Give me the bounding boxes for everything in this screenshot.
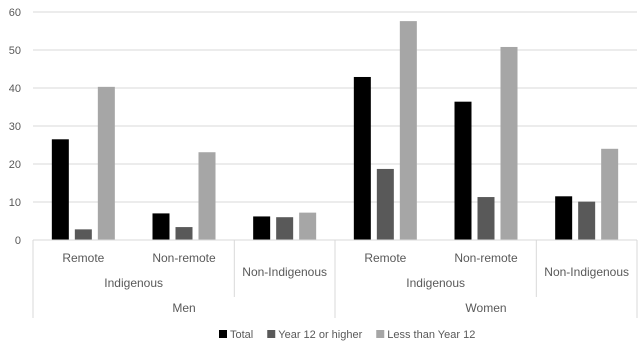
bar xyxy=(299,212,317,240)
bar xyxy=(253,216,271,240)
legend-swatch xyxy=(376,330,385,338)
bars xyxy=(51,21,619,241)
bar xyxy=(477,197,495,240)
x-label-level1: Non-remote xyxy=(152,251,216,265)
y-tick-label: 20 xyxy=(9,159,21,171)
x-label-level3: Women xyxy=(465,301,506,315)
y-axis-tick-labels: 0 10 20 30 40 50 60 xyxy=(9,7,21,247)
bar xyxy=(51,139,69,240)
y-tick-label: 10 xyxy=(9,197,21,209)
x-label-level2: Indigenous xyxy=(406,276,465,290)
x-label-level1: Remote xyxy=(62,251,104,265)
bar xyxy=(601,148,619,240)
y-tick-label: 0 xyxy=(15,235,21,247)
bar xyxy=(399,21,417,241)
legend-label: Total xyxy=(230,329,253,341)
bar xyxy=(175,227,193,240)
bar xyxy=(578,201,596,240)
y-tick-label: 40 xyxy=(9,83,21,95)
x-label-level1: Remote xyxy=(364,251,406,265)
bar xyxy=(276,217,294,240)
legend-label: Less than Year 12 xyxy=(387,329,475,341)
bar xyxy=(376,168,394,240)
y-tick-label: 60 xyxy=(9,7,21,19)
y-tick-label: 50 xyxy=(9,45,21,57)
legend-swatch xyxy=(219,330,227,338)
y-tick-label: 30 xyxy=(9,121,21,133)
bar xyxy=(500,46,518,241)
bar xyxy=(555,196,573,240)
bar xyxy=(353,76,371,240)
x-label-level1: Non-remote xyxy=(454,251,518,265)
x-label-level2: Non-Indigenous xyxy=(544,265,629,279)
x-label-level2: Indigenous xyxy=(104,276,163,290)
bar xyxy=(74,229,92,240)
gridlines xyxy=(33,11,637,203)
bar xyxy=(198,152,216,240)
legend-label: Year 12 or higher xyxy=(278,329,362,341)
legend: Total Year 12 or higher Less than Year 12 xyxy=(219,329,475,341)
x-axis: Remote Non-remote Remote Non-remote Indigeno… xyxy=(32,239,638,318)
bar xyxy=(152,213,170,240)
bar xyxy=(97,86,115,240)
bar xyxy=(454,101,472,241)
x-label-level3: Men xyxy=(172,301,195,315)
legend-swatch xyxy=(267,330,276,338)
x-label-level2: Non-Indigenous xyxy=(242,265,327,279)
